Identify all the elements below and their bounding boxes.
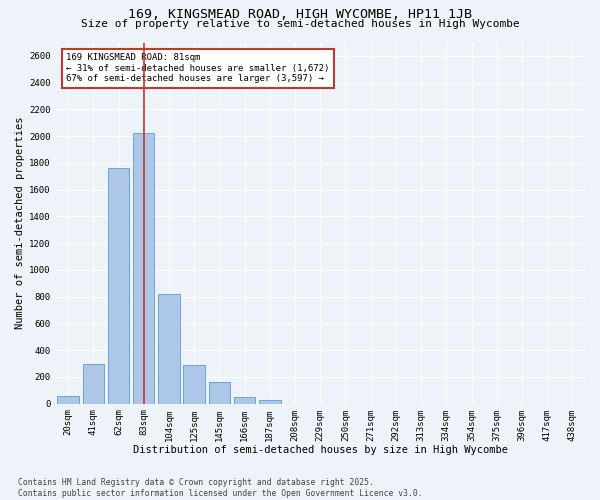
Bar <box>108 168 129 404</box>
Bar <box>133 134 154 404</box>
Bar <box>234 397 256 404</box>
Text: 169, KINGSMEAD ROAD, HIGH WYCOMBE, HP11 1JB: 169, KINGSMEAD ROAD, HIGH WYCOMBE, HP11 … <box>128 8 472 20</box>
Text: Size of property relative to semi-detached houses in High Wycombe: Size of property relative to semi-detach… <box>80 19 520 29</box>
Y-axis label: Number of semi-detached properties: Number of semi-detached properties <box>15 117 25 330</box>
Bar <box>259 400 281 404</box>
X-axis label: Distribution of semi-detached houses by size in High Wycombe: Distribution of semi-detached houses by … <box>133 445 508 455</box>
Bar <box>158 294 180 404</box>
Bar <box>83 364 104 404</box>
Bar <box>58 396 79 404</box>
Bar <box>209 382 230 404</box>
Text: Contains HM Land Registry data © Crown copyright and database right 2025.
Contai: Contains HM Land Registry data © Crown c… <box>18 478 422 498</box>
Bar <box>184 365 205 404</box>
Text: 169 KINGSMEAD ROAD: 81sqm
← 31% of semi-detached houses are smaller (1,672)
67% : 169 KINGSMEAD ROAD: 81sqm ← 31% of semi-… <box>66 54 329 83</box>
